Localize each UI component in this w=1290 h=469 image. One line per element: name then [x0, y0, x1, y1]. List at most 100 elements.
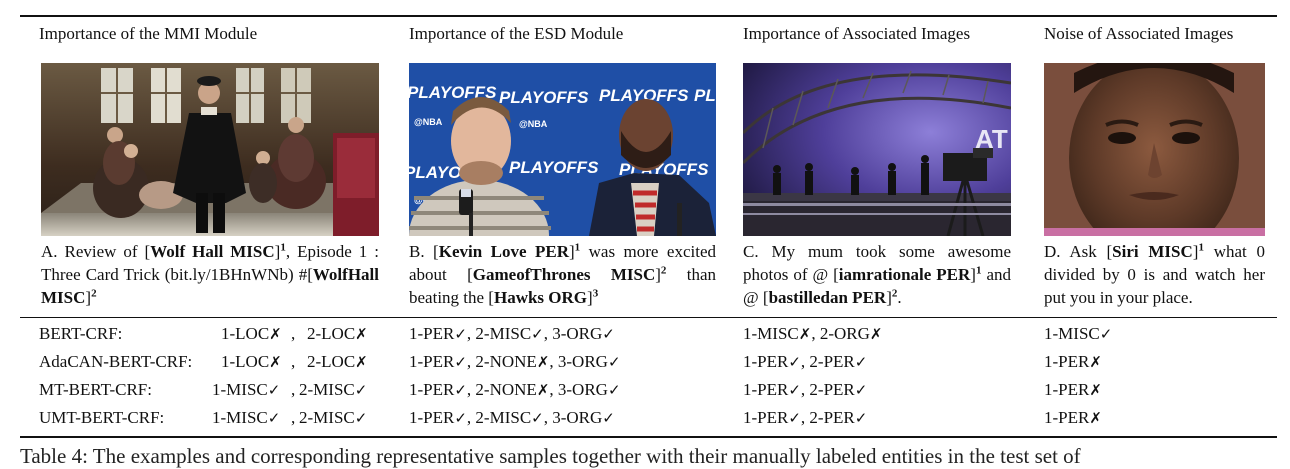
image-face-closeup: [1044, 63, 1265, 236]
model-name: BERT-CRF:: [39, 324, 123, 343]
prediction-cell: 1-PER✓, 2-MISC✓, 3-ORG✓: [409, 324, 615, 344]
prediction-label: 1-MISC: [212, 408, 268, 427]
entity-mention: Kevin Love PER: [438, 242, 569, 261]
prediction-label: 1-LOC: [221, 324, 270, 343]
entity-prediction: 1-PER✓: [409, 380, 467, 399]
prediction-label: 2-NONE: [475, 352, 537, 371]
prediction-cell: 1-PER✓, 2-NONE✗, 3-ORG✓: [409, 380, 621, 400]
prediction-cell: 1-PER✓, 2-MISC✓, 3-ORG✓: [409, 408, 615, 428]
prediction-cell: 1-PER✓, 2-NONE✗, 3-ORG✓: [409, 352, 621, 372]
svg-text:PLAYOFFS: PLAYOFFS: [499, 88, 589, 107]
model-name: AdaCAN-BERT-CRF:: [39, 352, 193, 371]
image-wolf-hall: [41, 63, 379, 236]
caption-text: ]: [85, 288, 92, 307]
prediction-label: 1-PER: [743, 408, 789, 427]
header-mmi-module: Importance of the MMI Module: [39, 24, 258, 43]
entity-index-sup: 3: [592, 287, 599, 300]
entity-prediction: 1-PER✓: [743, 352, 801, 371]
prediction-label: 1-LOC: [221, 352, 270, 371]
entity-index-sup: 1: [574, 241, 581, 254]
caption-example-d: D. Ask [Siri MISC]1 what 0 divided by 0 …: [1044, 240, 1265, 309]
svg-text:PLAYOFFS: PLAYOFFS: [409, 83, 497, 102]
entity-index-sup: 2: [660, 264, 667, 277]
prediction-label: 1-PER: [409, 408, 455, 427]
prediction-label: 1-MISC: [212, 380, 268, 399]
prediction-label: 1-PER: [1044, 380, 1090, 399]
prediction-label: 2-PER: [809, 380, 855, 399]
entity-prediction: 1-PER✓: [409, 352, 467, 371]
prediction-label: 2-PER: [809, 408, 855, 427]
wrong-cross-icon: ✗: [269, 325, 282, 343]
entity-prediction: 1-LOC✗: [221, 324, 282, 344]
entity-prediction: 2-NONE✗: [475, 352, 549, 371]
caption-text: ]: [970, 265, 976, 284]
separator: ,: [800, 352, 810, 371]
prediction-label: 3-ORG: [552, 408, 603, 427]
caption-text: A. Review of [: [41, 242, 151, 261]
prediction-label: 2-MISC: [299, 380, 355, 399]
entity-prediction: 1-MISC✓: [1044, 324, 1112, 343]
svg-text:PL: PL: [694, 86, 716, 105]
separator: ,: [549, 352, 558, 371]
prediction-label: 1-PER: [743, 380, 789, 399]
correct-check-icon: ✓: [454, 409, 467, 427]
caption-text: ]: [568, 242, 575, 261]
prediction-cell: 1-PER✓, 2-PER✓: [743, 380, 867, 400]
correct-check-icon: ✓: [607, 353, 621, 371]
model-name: UMT-BERT-CRF:: [39, 408, 165, 427]
prediction-cell: 1-PER✗: [1044, 352, 1102, 372]
wrong-cross-icon: ✗: [798, 325, 812, 343]
prediction-cell: 1-PER✗: [1044, 408, 1102, 428]
wrong-cross-icon: ✗: [1089, 381, 1102, 399]
correct-check-icon: ✓: [788, 381, 801, 399]
caption-text: was more excited about [: [409, 242, 716, 284]
image-press-conference: PLAYOFFS PLAYOFFS PLAYOFFS PL PLAYOFFS P…: [409, 63, 716, 236]
entity-prediction: 2-MISC✓: [475, 324, 543, 343]
correct-check-icon: ✓: [602, 409, 615, 427]
entity-prediction: 3-ORG✓: [558, 352, 621, 371]
image-concert-stage: AT: [743, 63, 1011, 236]
correct-check-icon: ✓: [354, 381, 368, 399]
correct-check-icon: ✓: [454, 381, 467, 399]
entity-index-sup: 2: [91, 287, 97, 300]
prediction-label: 1-PER: [1044, 352, 1090, 371]
separator: ,: [543, 324, 553, 343]
correct-check-icon: ✓: [531, 409, 544, 427]
prediction-cell: 1-MISC✓: [1044, 324, 1112, 344]
svg-text:PLAYOFFS: PLAYOFFS: [509, 158, 599, 177]
table-bottom-rule: [20, 436, 1277, 438]
entity-prediction: 3-ORG✓: [552, 324, 615, 343]
prediction-label: 2-LOC: [307, 352, 356, 371]
caption-text: ]: [1192, 242, 1199, 261]
entity-prediction: 1-LOC✗: [221, 352, 282, 372]
entity-prediction: 1-MISC✓: [212, 380, 280, 400]
prediction-label: 3-ORG: [557, 352, 608, 371]
entity-prediction: 1-MISC✓: [212, 408, 280, 428]
entity-prediction: 1-PER✗: [1044, 380, 1102, 399]
correct-check-icon: ✓: [531, 325, 544, 343]
entity-prediction: 2-MISC✓: [299, 408, 367, 428]
entity-prediction: 1-PER✗: [1044, 408, 1102, 427]
entity-mention: Siri MISC: [1112, 242, 1193, 261]
separator: ,: [543, 408, 553, 427]
wrong-cross-icon: ✗: [536, 353, 550, 371]
entity-prediction: 2-LOC✗: [307, 352, 368, 372]
entity-mention: bastilledan PER: [768, 288, 887, 307]
entity-prediction: 3-ORG✓: [552, 408, 615, 427]
prediction-label: 2-MISC: [475, 324, 532, 343]
prediction-cell: 1-PER✗: [1044, 380, 1102, 400]
caption-example-b: B. [Kevin Love PER]1 was more excited ab…: [409, 240, 716, 309]
entity-mention: Hawks ORG: [493, 288, 588, 307]
caption-text: ]: [886, 288, 892, 307]
entity-mention: WolfHall MISC: [41, 265, 379, 307]
wrong-cross-icon: ✗: [869, 325, 883, 343]
entity-prediction: 2-MISC✓: [299, 380, 367, 400]
entity-prediction: 2-PER✓: [809, 380, 867, 399]
wrong-cross-icon: ✗: [1089, 353, 1102, 371]
prediction-label: 3-ORG: [552, 324, 603, 343]
entity-mention: Wolf Hall MISC: [150, 242, 275, 261]
prediction-cell: 1-PER✓, 2-PER✓: [743, 352, 867, 372]
prediction-label: 3-ORG: [557, 380, 608, 399]
header-associated-images: Importance of Associated Images: [743, 24, 971, 43]
caption-example-a: A. Review of [Wolf Hall MISC]1, Episode …: [41, 240, 379, 309]
